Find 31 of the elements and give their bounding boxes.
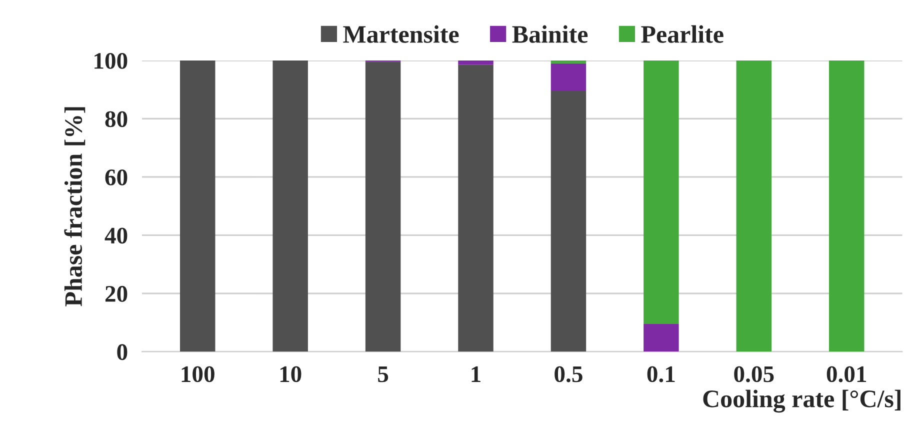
x-tick-label: 0.5 — [554, 366, 582, 382]
y-tick-label: 40 — [104, 228, 128, 244]
bar — [550, 91, 586, 352]
x-tick-label: 1 — [472, 366, 480, 382]
bar — [644, 324, 679, 352]
bar — [550, 63, 586, 92]
legend-label: Pearlite — [641, 25, 724, 43]
bar — [365, 62, 401, 352]
bar — [829, 60, 864, 352]
bar — [644, 60, 679, 324]
x-axis-title: Cooling rate [°C/s] — [703, 390, 900, 413]
x-tick-label: 0.05 — [734, 366, 774, 382]
x-tick-label: 0.01 — [826, 366, 866, 382]
x-tick-label: 5 — [378, 366, 388, 382]
bar — [458, 60, 494, 65]
bar — [180, 60, 216, 352]
y-tick-label: 60 — [105, 169, 128, 186]
y-tick-label: 100 — [94, 52, 128, 69]
bar — [272, 60, 308, 352]
x-tick-label: 100 — [182, 366, 214, 382]
y-tick-label: 0 — [117, 344, 128, 360]
y-tick-label: 20 — [105, 286, 128, 302]
bar — [550, 60, 586, 64]
bar — [736, 60, 772, 352]
y-axis-title: Phase fraction [%] — [64, 107, 86, 306]
bar — [458, 64, 494, 352]
legend-label: Martensite — [343, 25, 459, 43]
x-tick-label: 0.1 — [647, 366, 675, 382]
y-tick-label: 80 — [105, 111, 128, 128]
legend-label: Bainite — [512, 25, 588, 43]
x-tick-label: 10 — [280, 366, 302, 382]
